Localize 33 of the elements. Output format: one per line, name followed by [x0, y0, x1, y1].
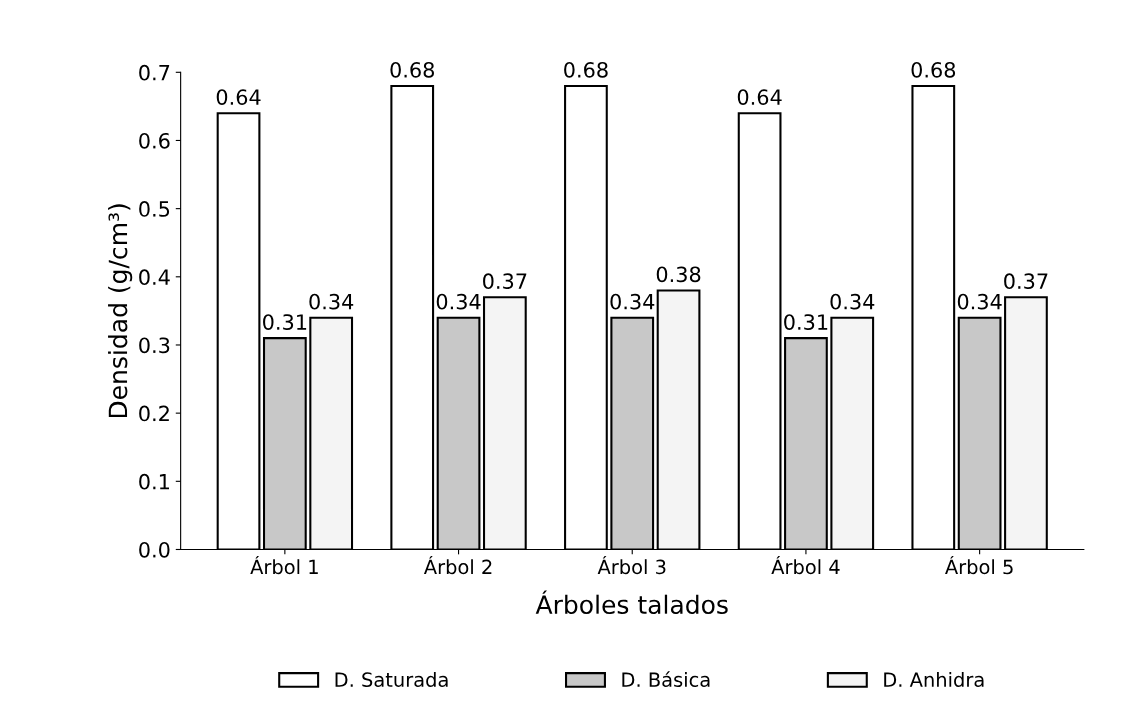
y-tick-label: 0.7	[139, 64, 170, 81]
data-label: 0.38	[656, 266, 701, 283]
legend-label: D. Básica	[622, 671, 710, 688]
data-label: 0.68	[564, 61, 608, 78]
x-tick-label: Árbol 5	[945, 555, 1013, 575]
data-label: 0.68	[911, 61, 956, 78]
x-tick-label: Árbol 1	[250, 555, 318, 575]
data-label: 0.31	[784, 314, 828, 330]
data-label: 0.37	[1004, 273, 1048, 290]
x-axis-title: Árboles talados	[535, 590, 728, 615]
legend-label: D. Saturada	[335, 671, 448, 688]
y-tick-label: 0.3	[139, 337, 170, 354]
y-axis-title: Densidad (g/cm³)	[108, 204, 133, 418]
y-tick-label: 0.0	[139, 541, 170, 558]
data-label: 0.34	[830, 293, 875, 310]
data-label: 0.64	[737, 89, 782, 105]
data-label: 0.31	[263, 314, 307, 330]
legend-label: D. Anhidra	[884, 671, 984, 688]
x-tick-label: Árbol 3	[597, 555, 666, 575]
data-label: 0.37	[483, 273, 527, 290]
data-label: 0.64	[216, 89, 261, 105]
y-tick-label: 0.4	[139, 269, 170, 286]
data-label: 0.34	[957, 293, 1002, 310]
x-tick-label: Árbol 2	[423, 555, 492, 575]
y-tick-label: 0.2	[139, 405, 169, 422]
x-tick-label: Árbol 4	[771, 555, 840, 575]
data-label: 0.34	[309, 293, 354, 310]
y-tick-label: 0.5	[139, 201, 170, 217]
data-label: 0.68	[390, 61, 434, 78]
data-label: 0.34	[436, 293, 481, 310]
data-label: 0.34	[610, 293, 655, 310]
y-tick-label: 0.6	[139, 132, 170, 149]
y-tick-label: 0.1	[139, 473, 169, 490]
